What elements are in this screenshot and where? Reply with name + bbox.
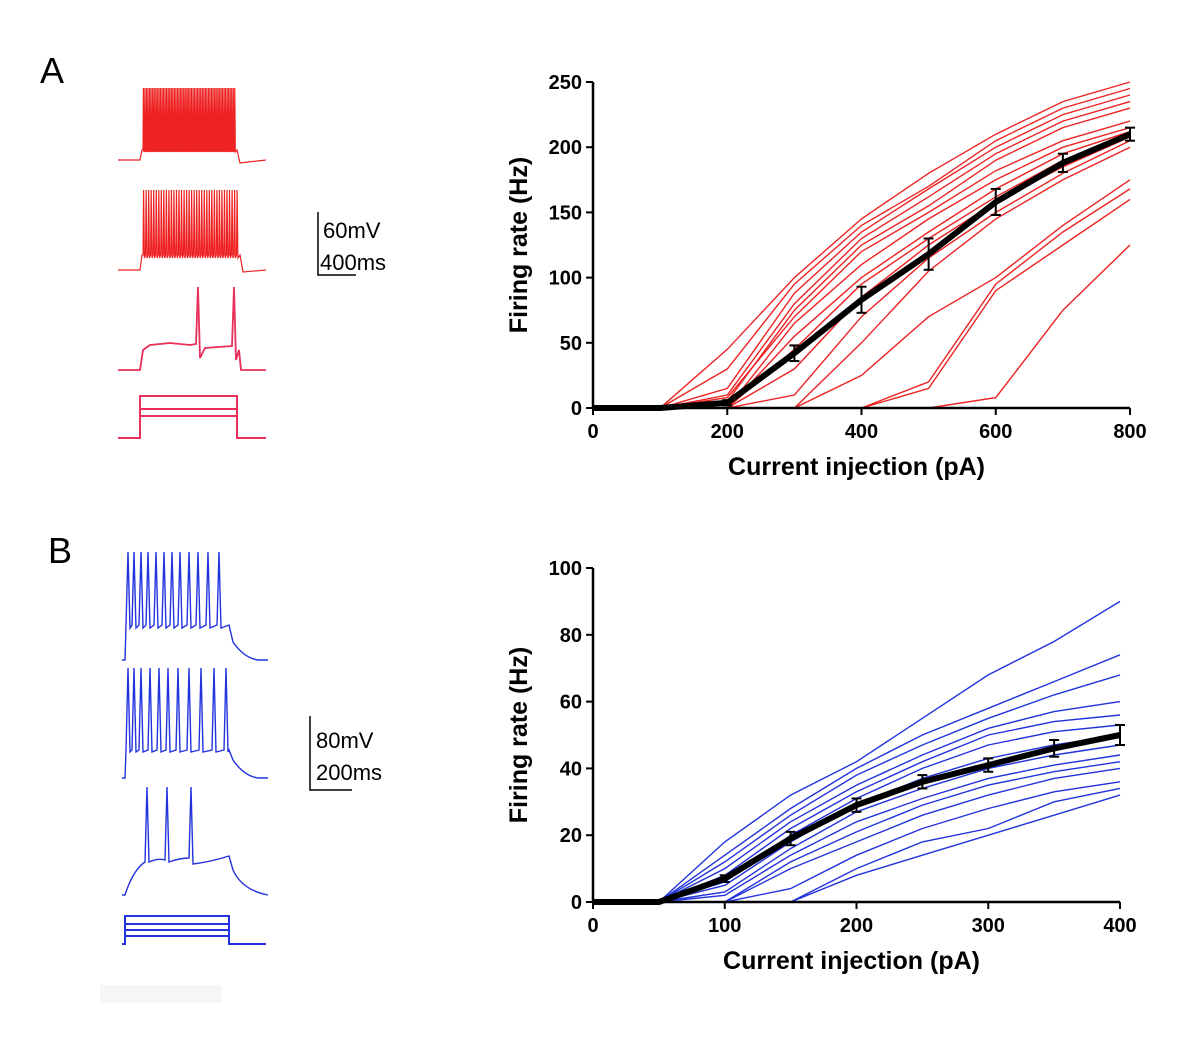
panel-a-scale-time: 400ms (320, 250, 386, 275)
panel-b-trace-low (122, 786, 269, 896)
panel-a-series-line-9 (593, 133, 1131, 409)
panel-a-letter: A (40, 50, 64, 91)
panel-a-series-line-3 (593, 94, 1131, 409)
panel-b-current-steps (122, 915, 266, 945)
panel-b-error-bar (719, 874, 730, 883)
panel-b-y-tick-label: 20 (560, 825, 582, 847)
panel-a-y-tick-label: 250 (549, 72, 582, 94)
panel-a-error-bar (789, 344, 800, 363)
panel-a-chart: 0 50 100 150 200 250 0 200 400 600 800 Current inje… (505, 72, 1147, 481)
panel-a-error-bar (990, 187, 1001, 217)
panel-a-mean-line (593, 131, 1132, 411)
panel-a-y-tick-label: 150 (549, 202, 582, 224)
panel-b-x-tick-label: 300 (972, 915, 1005, 937)
panel-a-error-bar (923, 237, 934, 271)
panel-a-x-tick-label: 800 (1113, 421, 1146, 443)
panel-b-error-bar (1115, 723, 1125, 747)
panel-a-error-bar (856, 285, 867, 314)
panel-a-x-tick-label: 600 (979, 421, 1012, 443)
panel-b-error-bar (851, 797, 862, 813)
panel-b-y-axis-label: Firing rate (Hz) (505, 647, 533, 823)
panel-b-y-tick-label: 40 (560, 758, 582, 780)
panel-a-trace-high (118, 87, 267, 164)
panel-a-y-tick-label: 0 (571, 398, 582, 420)
panel-b-error-bar (785, 830, 796, 847)
panel-a-voltage-traces (118, 87, 267, 439)
panel-a-x-axis-label: Current injection (pA) (728, 453, 985, 481)
panel-b-y-tick-label: 80 (560, 625, 582, 647)
panel-a-y-tick-label: 200 (549, 137, 582, 159)
panel-b-error-bar (917, 774, 928, 790)
panel-b-series-line-4 (593, 700, 1121, 903)
panel-b-series-line-1 (593, 600, 1121, 903)
panel-b-scale-bar: 80mV 200ms (309, 716, 382, 791)
panel-a-series-line-2 (593, 87, 1131, 409)
panel-a-error-bar (722, 399, 733, 407)
panel-b-error-bar (983, 757, 994, 773)
panel-b-x-tick-label: 200 (840, 915, 873, 937)
panel-a-scale-bar: 60mV 400ms (317, 212, 386, 276)
panel-b-series-line-3 (593, 674, 1121, 903)
panel-a-y-tick-label: 50 (560, 333, 582, 355)
panel-b-scale-lines (309, 716, 352, 791)
background-smudge (100, 985, 222, 1003)
panel-a-y-tick-label: 100 (549, 268, 582, 290)
panel-b-scale-time: 200ms (316, 760, 382, 785)
panel-b-x-tick-label: 100 (708, 915, 741, 937)
panel-a-series-line-1 (593, 81, 1131, 409)
panel-b-trace-mid (122, 667, 268, 779)
panel-b-series-line-2 (593, 654, 1121, 903)
panel-b-x-axis-label: Current injection (pA) (723, 947, 980, 975)
panel-b-error-bar (1049, 739, 1060, 758)
panel-a-trace-low (118, 286, 266, 371)
panel-b-voltage-traces (122, 551, 269, 945)
panel-a-x-tick-label: 0 (587, 421, 598, 443)
panel-a-series-line-10 (593, 136, 1131, 409)
panel-b-x-tick-label: 0 (587, 915, 598, 937)
panel-b-series-line-9 (593, 754, 1121, 903)
panel-b-series-line-11 (593, 767, 1121, 903)
panel-a-error-bar (1125, 126, 1135, 142)
panel-b-y-tick-label: 100 (549, 558, 582, 580)
panel-b-series-line-10 (593, 761, 1121, 903)
panel-a-x-tick-label: 200 (711, 421, 744, 443)
panel-a-scale-lines (317, 212, 356, 276)
panel-b-x-tick-label: 400 (1103, 915, 1136, 937)
panel-b-letter: B (48, 530, 72, 571)
panel-b-y-tick-label: 0 (571, 892, 582, 914)
panel-b-scale-voltage: 80mV (316, 728, 374, 753)
panel-a-current-steps (118, 395, 266, 439)
panel-a-x-tick-label: 400 (845, 421, 878, 443)
panel-a-scale-voltage: 60mV (323, 218, 381, 243)
panel-a-series-line-16 (593, 244, 1131, 409)
panel-b-chart: 0 20 40 60 80 100 0 100 200 300 400 Current injecti… (505, 558, 1137, 975)
panel-a-y-axis-label: Firing rate (Hz) (505, 157, 533, 333)
panel-b-trace-high (122, 551, 268, 661)
panel-a-error-bar (1057, 152, 1068, 173)
panel-a-trace-mid (118, 189, 267, 273)
panel-a-series-line-11 (593, 140, 1131, 409)
panel-b-y-tick-label: 60 (560, 692, 582, 714)
